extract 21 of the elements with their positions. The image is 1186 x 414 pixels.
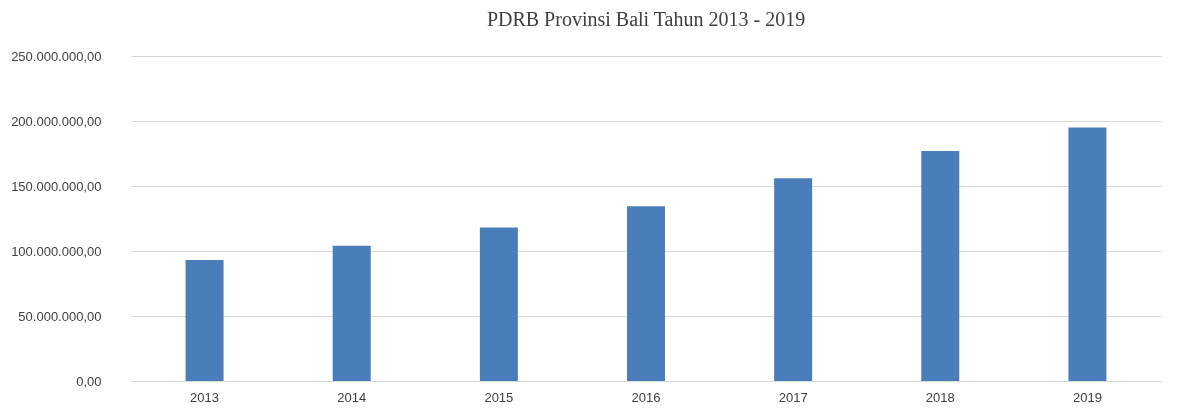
x-tick-label: 2014 [337,389,367,405]
x-tick-label: 2013 [190,389,220,405]
y-tick-label: 0,00 [76,373,102,389]
y-tick-label: 50.000.000,00 [18,308,102,324]
y-tick-label: 250.000.000,00 [11,48,102,64]
bar [185,260,224,381]
bar [774,178,813,381]
y-tick-label: 100.000.000,00 [11,243,102,259]
chart-title: PDRB Provinsi Bali Tahun 2013 - 2019 [486,8,806,30]
bar [479,227,518,381]
bar [332,245,371,381]
bar [921,150,960,381]
x-tick-label: 2017 [778,389,808,405]
x-tick-label: 2016 [631,389,661,405]
bar [627,206,665,381]
x-tick-label: 2015 [484,389,514,405]
x-tick-label: 2018 [925,389,955,405]
x-tick-label: 2019 [1072,389,1102,405]
y-tick-label: 200.000.000,00 [11,113,102,129]
y-tick-label: 150.000.000,00 [11,178,102,194]
bar [1068,127,1107,381]
